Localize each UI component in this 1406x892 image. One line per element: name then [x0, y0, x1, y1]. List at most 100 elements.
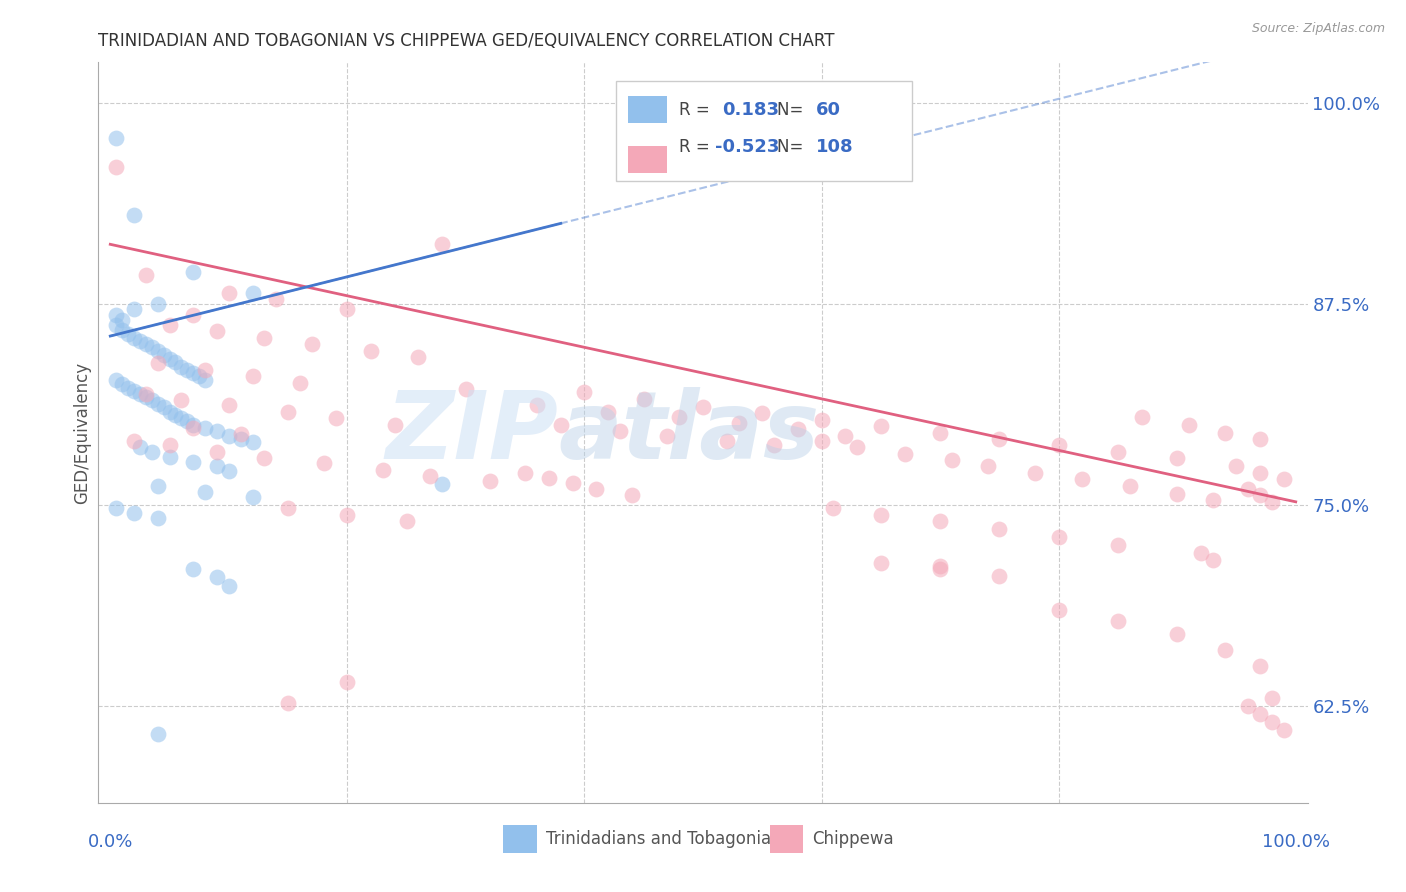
Point: [1166, 451, 1188, 466]
Text: N=: N=: [776, 138, 808, 156]
Text: 60: 60: [815, 101, 841, 119]
Text: -0.523: -0.523: [716, 138, 779, 156]
Text: 108: 108: [815, 138, 853, 156]
Point: [574, 385, 596, 400]
Text: TRINIDADIAN AND TOBAGONIAN VS CHIPPEWA GED/EQUIVALENCY CORRELATION CHART: TRINIDADIAN AND TOBAGONIAN VS CHIPPEWA G…: [98, 32, 835, 50]
Point: [893, 446, 915, 460]
Point: [371, 462, 394, 476]
Point: [122, 331, 145, 345]
Point: [205, 459, 228, 474]
Point: [135, 268, 157, 282]
Point: [129, 334, 152, 348]
Point: [111, 323, 134, 337]
Point: [111, 313, 134, 327]
Point: [122, 301, 145, 316]
Point: [218, 398, 240, 412]
Point: [277, 405, 299, 419]
Point: [633, 392, 655, 406]
Point: [976, 459, 998, 474]
Point: [218, 464, 240, 478]
Point: [537, 471, 560, 485]
Point: [242, 490, 264, 504]
Point: [419, 469, 441, 483]
Point: [277, 696, 299, 710]
Point: [105, 308, 128, 322]
Point: [846, 440, 869, 454]
Point: [165, 355, 187, 369]
Point: [205, 445, 228, 459]
Point: [301, 337, 323, 351]
Point: [869, 556, 891, 570]
Point: [141, 393, 163, 408]
Point: [598, 405, 620, 419]
Point: [159, 405, 181, 419]
Text: R =: R =: [679, 101, 714, 119]
Point: [360, 343, 382, 358]
FancyBboxPatch shape: [769, 825, 803, 853]
Point: [869, 508, 891, 522]
Point: [205, 424, 228, 438]
Text: 0.0%: 0.0%: [87, 833, 134, 851]
Point: [242, 285, 264, 300]
Point: [1107, 445, 1129, 459]
Point: [111, 377, 134, 392]
Point: [929, 559, 952, 574]
Point: [288, 376, 311, 390]
Point: [122, 506, 145, 520]
Point: [159, 351, 181, 366]
Point: [181, 417, 204, 432]
Point: [146, 479, 169, 493]
Point: [159, 318, 181, 332]
Point: [181, 308, 204, 322]
Point: [312, 456, 335, 470]
Point: [325, 411, 347, 425]
Point: [146, 726, 169, 740]
Point: [763, 438, 786, 452]
Point: [105, 501, 128, 516]
Point: [1107, 614, 1129, 628]
Point: [277, 501, 299, 516]
Point: [129, 440, 152, 454]
Point: [181, 366, 204, 380]
Point: [181, 421, 204, 435]
Point: [205, 570, 228, 584]
Text: Trinidadians and Tobagonians: Trinidadians and Tobagonians: [546, 830, 790, 848]
Point: [869, 419, 891, 434]
Point: [1249, 432, 1271, 446]
Point: [550, 417, 572, 432]
Text: R =: R =: [679, 138, 714, 156]
Point: [105, 131, 128, 145]
Point: [823, 501, 845, 516]
Point: [135, 387, 157, 401]
Point: [1130, 409, 1153, 424]
Point: [1202, 493, 1225, 508]
Text: 0.183: 0.183: [723, 101, 779, 119]
Point: [1225, 459, 1247, 474]
Point: [253, 331, 276, 345]
Point: [1119, 479, 1142, 493]
Point: [1166, 487, 1188, 501]
Point: [1249, 466, 1271, 480]
Point: [620, 488, 643, 502]
Point: [105, 372, 128, 386]
Point: [194, 485, 217, 500]
Point: [129, 387, 152, 401]
Point: [159, 450, 181, 464]
Point: [146, 356, 169, 370]
Point: [929, 425, 952, 440]
Point: [218, 578, 240, 592]
Point: [716, 434, 738, 448]
Point: [395, 514, 418, 528]
Point: [515, 466, 537, 480]
Point: [988, 522, 1011, 536]
Point: [194, 363, 217, 377]
Point: [242, 369, 264, 384]
Point: [146, 397, 169, 411]
Point: [834, 429, 856, 443]
Point: [146, 343, 169, 358]
Point: [188, 369, 211, 384]
Point: [561, 475, 583, 490]
Point: [1107, 538, 1129, 552]
Point: [105, 318, 128, 332]
Point: [264, 292, 287, 306]
